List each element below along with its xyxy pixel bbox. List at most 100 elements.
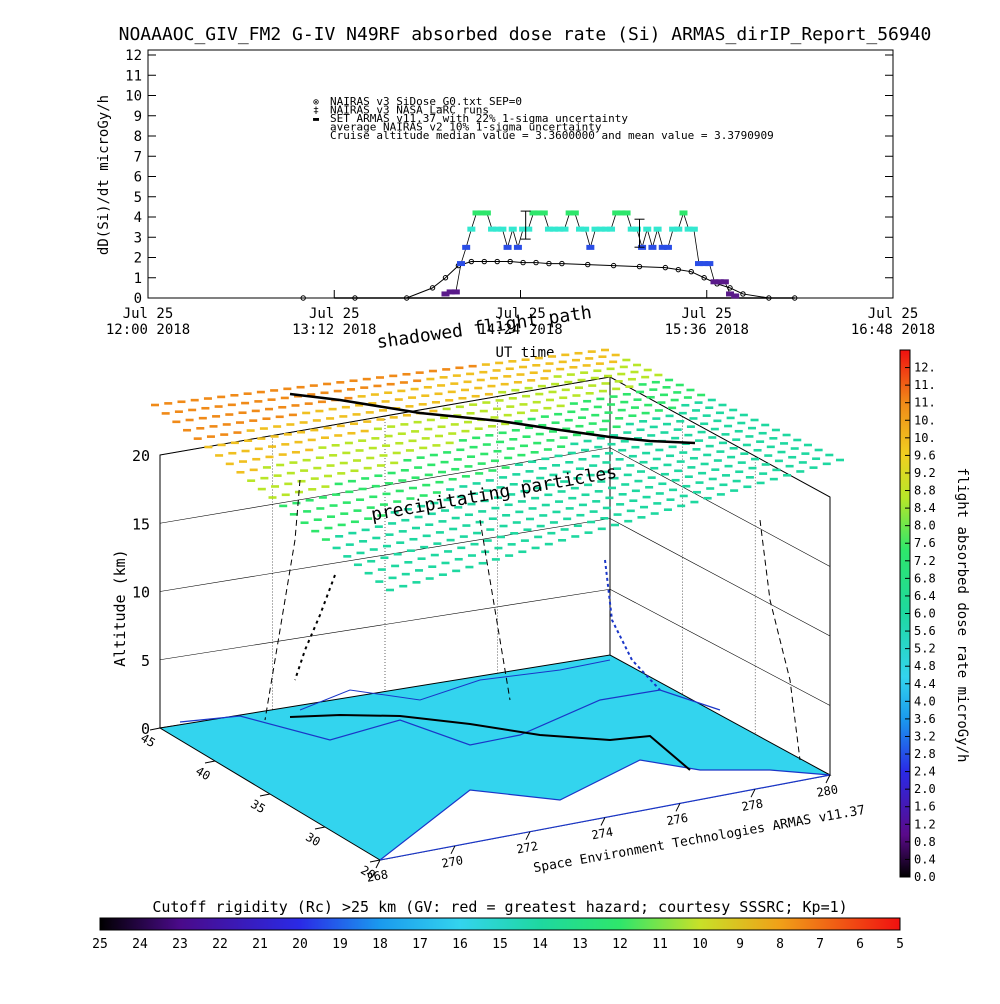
dose-cell [687, 466, 696, 469]
dose-cell [374, 525, 383, 528]
dose-cell [417, 557, 426, 560]
dose-cell [449, 527, 458, 531]
dose-cell [331, 444, 340, 447]
dose-cell [398, 479, 407, 482]
dose-cell [628, 454, 637, 458]
dose-cell [780, 442, 789, 445]
dose-cell [544, 542, 553, 546]
dose-cell [385, 533, 394, 536]
dose-cell [321, 485, 330, 488]
dose-cell [452, 569, 461, 573]
dose-cell [655, 448, 664, 452]
dose-cell [500, 382, 509, 386]
dose-cell [441, 561, 450, 565]
dose-cell [690, 500, 699, 504]
dose-cell [304, 402, 313, 405]
armas-point [488, 226, 497, 232]
dose-cell [715, 411, 724, 415]
dose-cell [695, 481, 704, 484]
dose-cell [721, 474, 730, 477]
dose-cell [545, 362, 554, 365]
dose-cell [323, 474, 332, 478]
dose-cell [459, 535, 468, 538]
dose-cell [487, 384, 496, 388]
dose-cell [534, 535, 543, 539]
dose-cell [684, 433, 693, 437]
dose-cell [450, 382, 459, 385]
armas-point [498, 226, 507, 232]
dose-cell [578, 416, 587, 419]
dose-cell [297, 430, 306, 434]
dose-cell [588, 384, 597, 387]
dose-cell [556, 367, 565, 371]
dose-cell [313, 518, 322, 522]
dose-cell [572, 433, 581, 437]
dose-cell [564, 380, 573, 384]
dose-cell [552, 464, 561, 467]
dose-cell [448, 432, 457, 435]
dose-cell [668, 406, 677, 410]
dose-cell [403, 507, 412, 511]
dose-cell [473, 531, 482, 535]
dose-cell [594, 445, 603, 449]
nairas-point [559, 260, 565, 267]
dose-cell [402, 413, 411, 417]
dose-cell [539, 514, 548, 517]
dose-cell [309, 384, 318, 387]
dose-cell [421, 394, 430, 397]
dose-cell [677, 504, 686, 508]
colorbar-tick-label: 11. [914, 378, 936, 392]
dose-cell [713, 459, 722, 462]
dose-cell [644, 442, 653, 446]
dose-cell [257, 437, 266, 440]
dose-cell [684, 475, 693, 479]
nairas-point [429, 285, 436, 291]
dose-cell [503, 413, 512, 417]
dose-cell [613, 513, 622, 516]
dose-cell [456, 448, 465, 452]
dose-cell [764, 454, 773, 457]
dose-cell [590, 376, 599, 380]
dose-cell [228, 451, 237, 455]
nairas-point [442, 275, 449, 281]
dose-cell [460, 388, 469, 392]
dose-cell [424, 473, 433, 477]
dose-cell [718, 403, 727, 407]
dose-cell [373, 427, 382, 431]
dose-cell [670, 398, 679, 402]
colorbar-tick-label: 0.0 [914, 870, 936, 884]
y-tick-label: 1 [134, 271, 142, 287]
dose-cell [446, 488, 455, 491]
dose-cell [522, 479, 531, 483]
dose-cell [706, 487, 715, 490]
rigidity-label: Cutoff rigidity (Rc) >25 km (GV: red = g… [152, 898, 847, 916]
armas-point [663, 244, 672, 250]
dose-cell [582, 364, 591, 367]
dose-cell [519, 444, 528, 448]
dose-cell [761, 423, 770, 427]
dose-cell [774, 459, 783, 463]
dose-cell [380, 556, 389, 560]
nairas-point [494, 258, 500, 265]
dose-cell [766, 445, 775, 449]
dose-cell [426, 418, 435, 422]
dose-cell [735, 470, 744, 474]
dose-cell [493, 407, 502, 411]
dose-cell [689, 456, 698, 460]
longitude-tick-mark [525, 831, 531, 840]
flight-path-at-altitude [289, 392, 696, 445]
dose-cell [412, 526, 421, 530]
dose-cell [732, 479, 741, 483]
dose-cell [743, 485, 752, 489]
dose-cell [395, 489, 404, 493]
dose-cell [530, 451, 539, 454]
dose-cell [683, 396, 692, 399]
dose-cell [321, 538, 330, 541]
rigidity-tick-label: 10 [692, 937, 708, 952]
dose-cell [410, 387, 419, 391]
latitude-tick-label: 30 [303, 830, 323, 849]
dose-cell [583, 439, 592, 443]
armas-point [648, 244, 657, 250]
